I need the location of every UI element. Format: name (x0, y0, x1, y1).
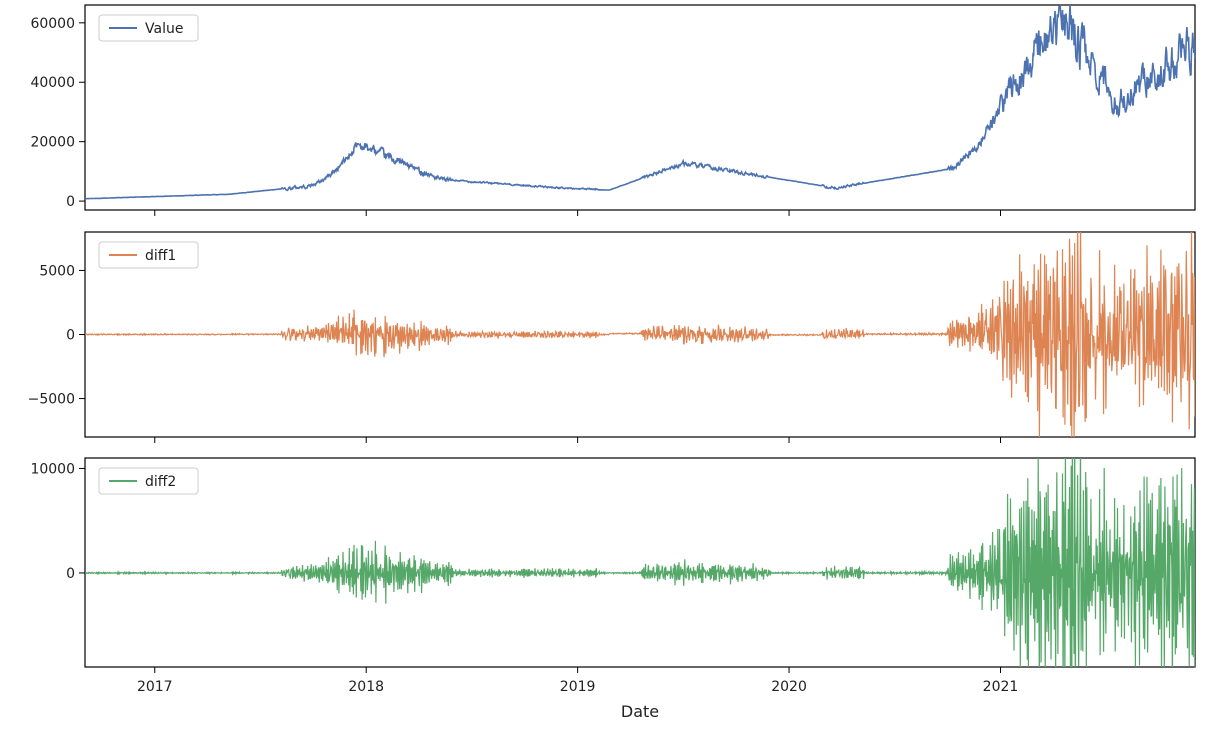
legend-label-diff1: diff1 (145, 248, 176, 264)
series-line-diff2 (85, 411, 1195, 711)
series-line-diff1 (85, 214, 1195, 443)
xtick-label: 2018 (348, 679, 384, 695)
series-line-value (85, 3, 1195, 198)
ytick-label-diff1: −5000 (28, 392, 75, 408)
xtick-label: 2020 (771, 679, 807, 695)
ytick-label-value: 60000 (30, 16, 75, 32)
legend-label-value: Value (145, 21, 183, 37)
legend-value: Value (99, 15, 198, 41)
panel-diff2: 0 10000 2017 2018 2019 2020 2021 diff2 (30, 411, 1195, 711)
ytick-label-diff2: 10000 (30, 461, 75, 477)
panel-diff1: −5000 0 5000 diff1 (28, 214, 1195, 444)
panel-value: 0 20000 40000 60000 Value (30, 3, 1195, 216)
xtick-label: 2017 (137, 679, 173, 695)
ytick-label-diff2: 0 (66, 566, 75, 582)
xtick-label: 2021 (983, 679, 1019, 695)
ytick-label-diff1: 0 (66, 328, 75, 344)
chart-svg: 0 20000 40000 60000 Value −5000 0 5000 diff1 0 100… (0, 0, 1207, 729)
ytick-label-value: 0 (66, 194, 75, 210)
xtick-label: 2019 (560, 679, 596, 695)
ytick-label-diff1: 5000 (39, 263, 75, 279)
ytick-label-value: 20000 (30, 135, 75, 151)
chart-container: 0 20000 40000 60000 Value −5000 0 5000 diff1 0 100… (0, 0, 1207, 729)
legend-diff2: diff2 (99, 468, 198, 494)
legend-diff1: diff1 (99, 242, 198, 268)
ytick-label-value: 40000 (30, 75, 75, 91)
legend-label-diff2: diff2 (145, 474, 176, 490)
x-axis-label: Date (621, 702, 659, 721)
